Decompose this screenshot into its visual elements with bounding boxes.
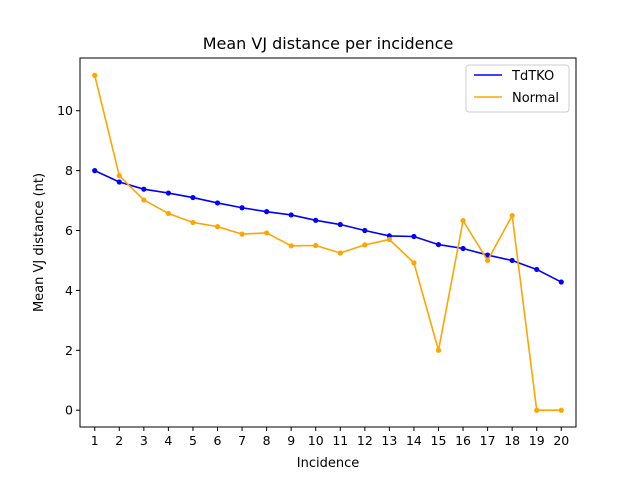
data-point-tdtko-20 [558, 279, 564, 285]
data-point-normal-1 [92, 72, 98, 78]
data-point-normal-7 [239, 231, 245, 237]
data-point-tdtko-11 [337, 221, 343, 228]
data-point-normal-4 [165, 210, 171, 217]
x-tick-label-13: 13 [381, 433, 397, 448]
legend-box [465, 64, 570, 113]
data-point-normal-3 [141, 197, 147, 203]
data-point-normal-8 [264, 230, 270, 236]
x-tick-label-19: 19 [529, 433, 545, 448]
data-point-tdtko-6 [214, 200, 221, 206]
x-tick-label-2: 2 [115, 433, 123, 448]
data-point-normal-10 [313, 242, 319, 249]
data-point-normal-11 [337, 250, 343, 256]
y-tick-label-6: 6 [65, 223, 73, 238]
data-point-normal-14 [411, 260, 417, 266]
legend-label-tdtko: TdTKO [511, 69, 554, 84]
x-tick-label-15: 15 [431, 433, 447, 448]
legend: TdTKO Normal [465, 64, 570, 113]
y-tick-label-2: 2 [65, 343, 73, 358]
data-point-tdtko-9 [288, 212, 294, 218]
data-point-tdtko-18 [509, 257, 515, 264]
x-tick-label-9: 9 [287, 433, 295, 448]
data-point-tdtko-16 [460, 245, 466, 252]
x-tick-label-4: 4 [164, 433, 172, 448]
y-tick-label-8: 8 [65, 163, 73, 178]
x-axis-label: Incidence [297, 456, 359, 471]
x-tick-label-12: 12 [357, 433, 373, 448]
x-tick-label-18: 18 [504, 433, 520, 448]
x-tick-label-7: 7 [238, 433, 246, 448]
data-point-normal-20 [558, 407, 564, 413]
data-point-normal-18 [509, 212, 515, 219]
y-tick-label-10: 10 [57, 103, 73, 118]
series-layer [92, 72, 564, 413]
data-point-tdtko-1 [92, 168, 98, 174]
data-point-tdtko-12 [362, 227, 368, 234]
x-tick-label-11: 11 [332, 433, 348, 448]
data-point-tdtko-8 [264, 209, 270, 215]
x-tick-label-1: 1 [91, 433, 99, 448]
data-point-tdtko-4 [165, 190, 171, 196]
data-point-tdtko-14 [411, 233, 417, 240]
data-point-tdtko-7 [239, 205, 245, 211]
data-point-normal-17 [485, 257, 491, 264]
data-point-normal-15 [435, 347, 442, 353]
series-line-normal [93, 75, 562, 412]
chart-title: Mean VJ distance per incidence [203, 34, 454, 53]
data-point-normal-5 [190, 219, 196, 226]
x-tick-label-17: 17 [480, 433, 496, 448]
y-tick-label-0: 0 [65, 403, 73, 418]
data-point-normal-16 [460, 218, 466, 224]
data-point-tdtko-3 [141, 186, 147, 192]
data-point-tdtko-13 [386, 233, 392, 239]
plot-frame [79, 57, 577, 428]
data-point-tdtko-17 [485, 252, 491, 258]
series-line-tdtko [94, 169, 562, 283]
data-point-normal-19 [534, 407, 540, 413]
x-tick-label-20: 20 [553, 433, 569, 448]
data-point-tdtko-2 [116, 179, 122, 185]
y-tick-label-4: 4 [65, 283, 73, 298]
data-point-tdtko-15 [435, 241, 442, 248]
x-tick-label-3: 3 [140, 433, 148, 448]
data-point-normal-6 [214, 224, 221, 230]
y-axis-label: Mean VJ distance (nt) [32, 173, 47, 312]
x-tick-label-8: 8 [263, 433, 271, 448]
x-tick-label-16: 16 [455, 433, 471, 448]
data-point-tdtko-5 [190, 194, 196, 201]
data-point-tdtko-10 [313, 217, 319, 223]
x-tick-label-6: 6 [214, 433, 222, 448]
x-tick-label-10: 10 [308, 433, 324, 448]
x-tick-label-14: 14 [406, 433, 422, 448]
legend-label-normal: Normal [512, 91, 559, 106]
data-point-normal-13 [386, 236, 392, 243]
data-point-normal-2 [116, 173, 122, 179]
data-point-normal-12 [362, 242, 368, 248]
data-point-normal-9 [288, 243, 294, 249]
x-tick-label-5: 5 [189, 433, 197, 448]
data-point-tdtko-19 [534, 266, 540, 273]
